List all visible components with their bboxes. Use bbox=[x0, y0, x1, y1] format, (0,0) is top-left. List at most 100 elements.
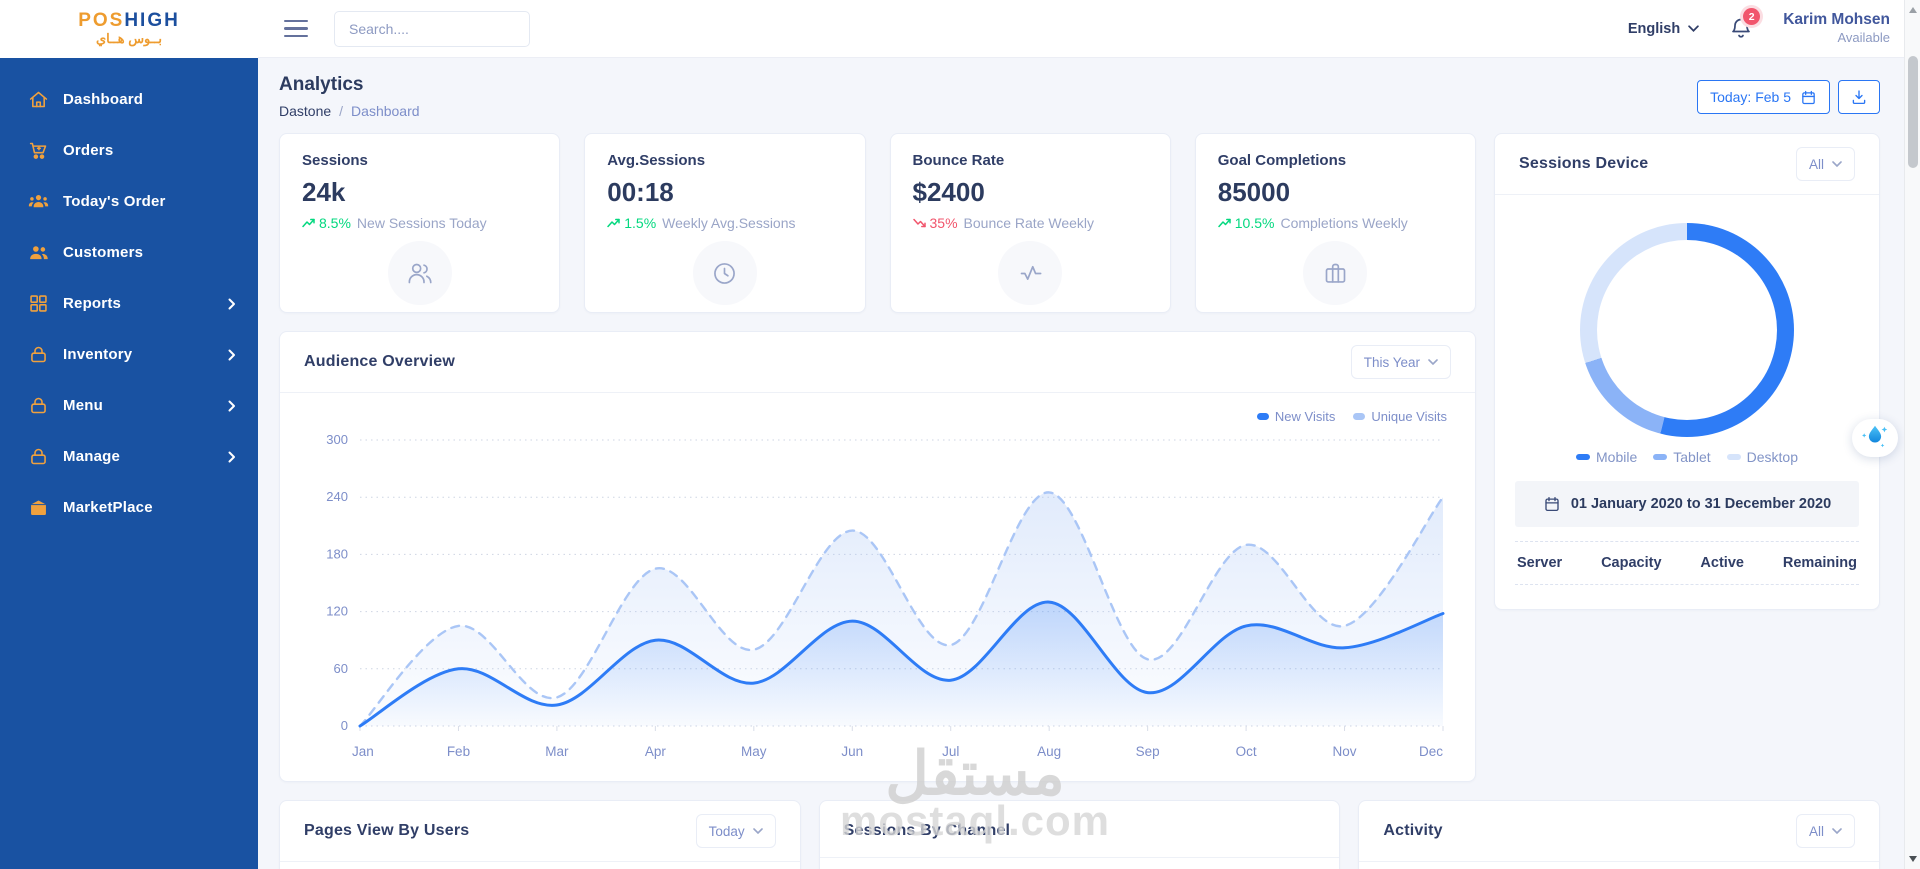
donut-legend-tablet[interactable]: Tablet bbox=[1653, 449, 1711, 465]
sidebar-item-today-s-order[interactable]: Today's Order bbox=[0, 176, 258, 227]
users-icon bbox=[28, 242, 49, 263]
topbar: English 2 Karim Mohsen Available bbox=[258, 0, 1920, 58]
sidebar-item-inventory[interactable]: Inventory bbox=[0, 329, 258, 380]
chart-legend: New Visits Unique Visits bbox=[302, 397, 1453, 426]
stat-title: Goal Completions bbox=[1217, 152, 1347, 169]
scrollbar-up-arrow[interactable] bbox=[1905, 2, 1920, 18]
group-icon bbox=[28, 191, 49, 212]
audience-period-dropdown[interactable]: This Year bbox=[1350, 345, 1451, 379]
download-icon bbox=[1852, 90, 1866, 105]
stat-card-sessions: Sessions 24k 8.5% New Sessions Today bbox=[279, 133, 561, 313]
date-filter-button[interactable]: Today: Feb 5 bbox=[1697, 80, 1830, 114]
brand-logo[interactable]: POSHIGH بــوس هــاي bbox=[0, 0, 258, 58]
grid-icon bbox=[28, 293, 49, 314]
legend-swatch bbox=[1353, 413, 1366, 420]
bottom-cards-row: Pages View By Users Today Sessions By Chan… bbox=[279, 800, 1881, 869]
donut-legend: Mobile Tablet Desktop bbox=[1495, 449, 1879, 465]
card-title: Sessions By Channel bbox=[843, 822, 1011, 839]
language-label: English bbox=[1627, 20, 1681, 37]
donut-legend-mobile[interactable]: Mobile bbox=[1576, 449, 1637, 465]
chevron-down-icon bbox=[1428, 359, 1438, 365]
sidebar-item-orders[interactable]: Orders bbox=[0, 125, 258, 176]
stat-delta-description: Weekly Avg.Sessions bbox=[662, 215, 796, 231]
chevron-right-icon bbox=[228, 298, 236, 310]
search-input[interactable] bbox=[334, 10, 530, 47]
sidebar-item-menu[interactable]: Menu bbox=[0, 380, 258, 431]
audience-overview-card: Audience Overview This Year New Visits Un… bbox=[279, 331, 1476, 782]
menu-toggle-icon[interactable] bbox=[284, 19, 308, 38]
activity-card: Activity All bbox=[1358, 800, 1881, 869]
svg-text:Apr: Apr bbox=[645, 744, 667, 759]
audience-line-chart[interactable]: 0 60 120 180 240 300 Jan Feb Mar Apr May Jun Jul Aug S… bbox=[302, 426, 1453, 769]
donut-legend-desktop[interactable]: Desktop bbox=[1726, 449, 1798, 465]
svg-text:Dec: Dec bbox=[1419, 744, 1443, 759]
notification-badge: 2 bbox=[1743, 8, 1761, 25]
trend-up-icon bbox=[302, 215, 316, 231]
stat-card-avg-sessions: Avg.Sessions 00:18 1.5% Weekly Avg.Sessions bbox=[584, 133, 866, 313]
sidebar-item-marketplace[interactable]: MarketPlace bbox=[0, 482, 258, 533]
page-title: Analytics bbox=[279, 74, 364, 95]
user-name: Karim Mohsen bbox=[1783, 10, 1890, 28]
main-content: Analytics Dastone / Dashboard Today: Feb… bbox=[258, 58, 1904, 869]
bell-icon bbox=[1732, 18, 1751, 38]
trend-down-icon bbox=[912, 215, 927, 231]
sidebar-item-manage[interactable]: Manage bbox=[0, 431, 258, 482]
user-status: Available bbox=[1837, 30, 1890, 46]
stat-title: Bounce Rate bbox=[912, 152, 1005, 169]
stat-delta-percent: 8.5% bbox=[319, 215, 351, 231]
water-reminder-fab[interactable] bbox=[1852, 419, 1898, 457]
date-range-bar: 01 January 2020 to 31 December 2020 bbox=[1515, 481, 1859, 527]
legend-swatch bbox=[1256, 413, 1269, 420]
sidebar-item-label: Reports bbox=[63, 295, 122, 312]
brand-arabic: بــوس هــاي bbox=[95, 31, 163, 47]
breadcrumb-parent[interactable]: Dastone bbox=[279, 103, 332, 119]
trend-up-icon bbox=[1218, 215, 1232, 231]
sessions-device-filter-dropdown[interactable]: All bbox=[1795, 147, 1855, 181]
sessions-by-channel-card: Sessions By Channel bbox=[818, 800, 1341, 869]
scrollbar-down-arrow[interactable] bbox=[1905, 851, 1920, 867]
legend-item-new-visits[interactable]: New Visits bbox=[1256, 409, 1336, 424]
svg-text:Aug: Aug bbox=[1037, 744, 1061, 759]
user-menu[interactable]: Karim Mohsen Available bbox=[1783, 10, 1890, 47]
pages-view-by-users-filter-dropdown[interactable]: Today bbox=[695, 814, 776, 848]
sidebar-item-customers[interactable]: Customers bbox=[0, 227, 258, 278]
clock-icon bbox=[692, 241, 757, 305]
activity-filter-dropdown[interactable]: All bbox=[1796, 814, 1856, 848]
stat-value: 24k bbox=[302, 177, 346, 207]
svg-text:Nov: Nov bbox=[1333, 744, 1357, 759]
download-button[interactable] bbox=[1838, 80, 1880, 114]
trend-up-icon bbox=[607, 215, 621, 231]
date-range-label: 01 January 2020 to 31 December 2020 bbox=[1570, 496, 1832, 512]
device-donut-chart[interactable] bbox=[1580, 223, 1794, 437]
stat-value: 85000 bbox=[1217, 177, 1291, 207]
svg-text:Oct: Oct bbox=[1236, 744, 1257, 759]
scrollbar-thumb[interactable] bbox=[1908, 56, 1918, 168]
svg-text:180: 180 bbox=[326, 546, 348, 561]
audience-overview-title: Audience Overview bbox=[304, 353, 456, 370]
table-header-remaining: Remaining bbox=[1782, 555, 1857, 571]
svg-text:Jun: Jun bbox=[841, 744, 863, 759]
legend-item-unique-visits[interactable]: Unique Visits bbox=[1353, 409, 1447, 424]
cart-icon bbox=[28, 140, 49, 161]
svg-text:300: 300 bbox=[326, 432, 348, 447]
stat-cards-row: Sessions 24k 8.5% New Sessions Today Avg.Ses… bbox=[279, 133, 1476, 313]
sidebar-item-reports[interactable]: Reports bbox=[0, 278, 258, 329]
stat-delta-description: Completions Weekly bbox=[1280, 215, 1408, 231]
stat-delta-percent: 1.5% bbox=[624, 215, 657, 231]
search-box bbox=[334, 10, 530, 47]
legend-label: New Visits bbox=[1274, 409, 1336, 424]
users2-icon bbox=[387, 241, 452, 305]
svg-text:Jan: Jan bbox=[352, 744, 374, 759]
package-icon bbox=[28, 497, 49, 518]
home-icon bbox=[28, 89, 49, 110]
calendar-icon bbox=[1802, 90, 1815, 104]
chevron-down-icon bbox=[752, 828, 763, 834]
line-chart-svg: 0 60 120 180 240 300 Jan Feb Mar Apr May Jun Jul Aug S… bbox=[326, 432, 1445, 759]
legend-swatch bbox=[1576, 454, 1591, 460]
notifications-button[interactable]: 2 bbox=[1729, 8, 1761, 45]
scrollbar[interactable] bbox=[1904, 0, 1920, 869]
date-filter-label: Today: Feb 5 bbox=[1710, 89, 1791, 105]
language-selector[interactable]: English bbox=[1628, 21, 1699, 37]
sidebar-item-dashboard[interactable]: Dashboard bbox=[0, 74, 258, 125]
sessions-device-title: Sessions Device bbox=[1519, 155, 1649, 172]
